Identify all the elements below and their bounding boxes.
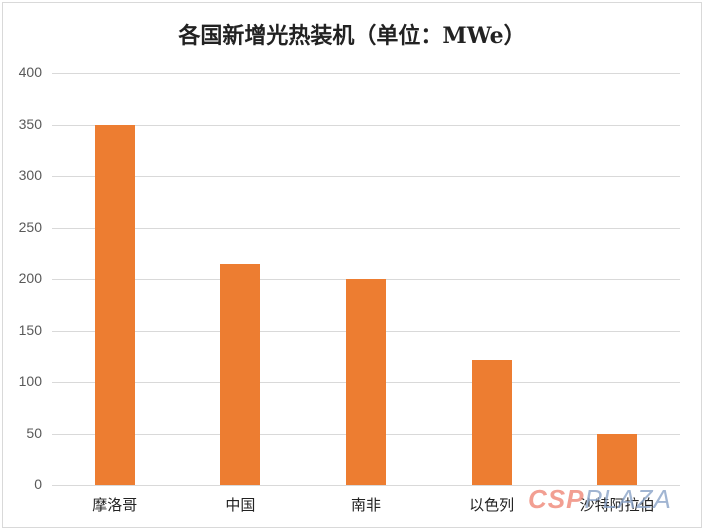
- x-tick-label: 摩洛哥: [92, 496, 138, 514]
- gridline: [52, 73, 680, 74]
- bar: [471, 360, 512, 485]
- gridline: [52, 485, 680, 486]
- watermark: CSPPLAZA: [528, 484, 672, 515]
- y-tick-label: 100: [18, 373, 42, 389]
- bar: [94, 124, 135, 485]
- y-tick-label: 50: [26, 424, 42, 441]
- chart-title: 各国新增光热装机（单位：MWe）: [178, 23, 526, 49]
- y-tick-label: 350: [18, 115, 42, 132]
- gridline: [52, 124, 680, 126]
- bar: [220, 263, 261, 485]
- y-tick-label: 400: [18, 64, 42, 80]
- watermark-csp: CSP: [528, 484, 585, 514]
- x-tick-label: 沙特阿拉伯: [579, 496, 655, 514]
- x-tick-label: 中国: [225, 496, 256, 514]
- x-tick-label: 以色列: [469, 496, 515, 514]
- gridline: [52, 176, 680, 177]
- y-tick-label: 0: [34, 476, 42, 492]
- bar: [597, 433, 638, 485]
- y-tick-label: 150: [18, 321, 42, 338]
- y-tick-label: 300: [18, 167, 42, 183]
- gridline: [52, 227, 680, 229]
- y-tick-label: 250: [18, 218, 42, 235]
- watermark-plaza: PLAZA: [584, 484, 672, 514]
- bar: [346, 279, 386, 485]
- x-tick-label: 南非: [350, 496, 381, 514]
- y-tick-label: 200: [18, 270, 42, 286]
